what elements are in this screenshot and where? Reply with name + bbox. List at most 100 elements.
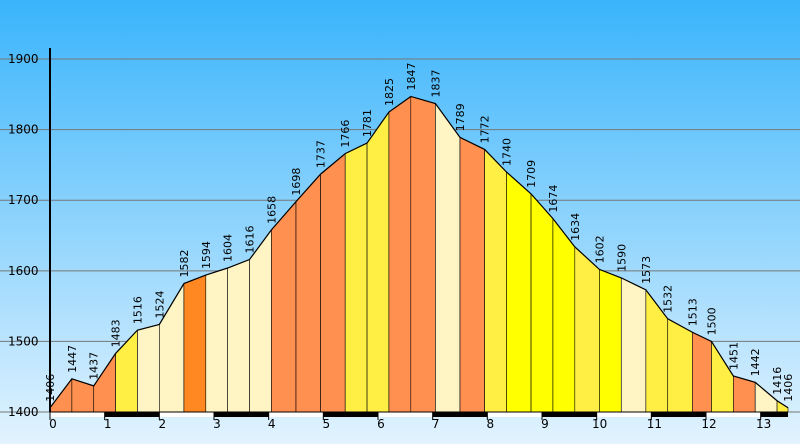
x-tick-label: 4 bbox=[268, 417, 276, 431]
elevation-bar bbox=[271, 200, 297, 413]
elevation-bar bbox=[620, 277, 647, 413]
scale-segment bbox=[760, 412, 788, 417]
scale-segment bbox=[542, 412, 597, 417]
scale-segment bbox=[104, 412, 160, 417]
data-label: 1483 bbox=[110, 319, 123, 347]
scale-segment bbox=[487, 412, 542, 417]
x-tick-label: 3 bbox=[213, 417, 221, 431]
data-label: 1524 bbox=[153, 290, 166, 318]
data-label: 1616 bbox=[244, 226, 257, 254]
elevation-bar bbox=[459, 136, 485, 413]
y-tick-label: 1500 bbox=[8, 334, 39, 348]
data-label: 1437 bbox=[88, 352, 101, 380]
data-label: 1781 bbox=[361, 109, 374, 137]
data-label: 1825 bbox=[383, 78, 396, 106]
elevation-bar bbox=[366, 111, 390, 413]
data-label: 1500 bbox=[705, 307, 718, 335]
data-label: 1698 bbox=[290, 168, 303, 196]
data-label: 1451 bbox=[727, 342, 740, 370]
data-label: 1406 bbox=[782, 374, 795, 402]
x-tick-label: 0 bbox=[49, 417, 57, 431]
scale-segment bbox=[378, 412, 433, 417]
scale-segment bbox=[50, 412, 105, 417]
axes bbox=[49, 48, 788, 420]
data-label: 1416 bbox=[771, 367, 784, 395]
elevation-bar bbox=[484, 148, 507, 413]
data-label: 1658 bbox=[265, 196, 278, 224]
data-label: 1674 bbox=[547, 185, 560, 213]
scale-segment bbox=[214, 412, 269, 417]
elevation-bar bbox=[667, 318, 693, 413]
data-labels: 1406 1447 1437 1483 1516 1524 1582 1594 1604 1616… bbox=[44, 62, 795, 401]
data-label: 1447 bbox=[66, 345, 79, 373]
elevation-bar bbox=[320, 153, 346, 413]
data-label: 1847 bbox=[405, 62, 418, 90]
scale-segment bbox=[268, 412, 324, 417]
elevation-bar bbox=[552, 217, 576, 413]
data-label: 1406 bbox=[44, 374, 57, 402]
scale-segment bbox=[432, 412, 488, 417]
x-tick-label: 1 bbox=[104, 417, 112, 431]
elevation-bar bbox=[599, 268, 622, 413]
elevation-bar bbox=[205, 267, 228, 413]
data-label: 1442 bbox=[749, 348, 762, 376]
elevation-bars bbox=[49, 95, 789, 413]
data-label: 1573 bbox=[640, 256, 653, 284]
data-label: 1837 bbox=[429, 70, 442, 98]
data-label: 1516 bbox=[131, 296, 144, 324]
elevation-bar bbox=[137, 324, 160, 413]
elevation-bar bbox=[344, 142, 368, 413]
x-tick-label: 9 bbox=[541, 417, 549, 431]
elevation-bar bbox=[227, 259, 250, 413]
elevation-bar bbox=[506, 171, 532, 413]
data-label: 1604 bbox=[222, 234, 235, 262]
data-label: 1602 bbox=[593, 235, 606, 263]
y-tick-labels: 1400 1500 1600 1700 1800 1900 bbox=[8, 52, 39, 419]
x-tick-label: 2 bbox=[159, 417, 167, 431]
y-tick-label: 1600 bbox=[8, 264, 39, 278]
distance-scale-bar bbox=[50, 412, 788, 417]
x-tick-label: 10 bbox=[592, 417, 607, 431]
profile-outline bbox=[49, 95, 789, 409]
x-tick-label: 6 bbox=[377, 417, 385, 431]
data-label: 1766 bbox=[339, 120, 352, 148]
x-tick-label: 11 bbox=[647, 417, 662, 431]
elevation-bar bbox=[295, 173, 321, 413]
x-tick-label: 13 bbox=[756, 417, 771, 431]
data-label: 1740 bbox=[500, 138, 513, 166]
data-label: 1513 bbox=[686, 298, 699, 326]
scale-segment bbox=[596, 412, 652, 417]
data-label: 1590 bbox=[615, 244, 628, 272]
data-label: 1789 bbox=[454, 103, 467, 131]
elevation-bar bbox=[410, 96, 436, 413]
data-label: 1737 bbox=[315, 140, 328, 168]
elevation-bar bbox=[530, 193, 554, 413]
data-label: 1634 bbox=[569, 213, 582, 241]
y-tick-label: 1400 bbox=[8, 405, 39, 419]
data-label: 1594 bbox=[200, 241, 213, 269]
data-label: 1772 bbox=[479, 115, 492, 143]
data-label: 1532 bbox=[662, 285, 675, 313]
y-tick-label: 1800 bbox=[8, 123, 39, 137]
scale-segment bbox=[323, 412, 378, 417]
elevation-bar bbox=[435, 102, 461, 413]
data-label: 1582 bbox=[178, 250, 191, 278]
x-tick-label: 5 bbox=[323, 417, 331, 431]
elevation-bar bbox=[692, 331, 712, 413]
elevation-bar bbox=[183, 274, 207, 413]
x-tick-labels: 0 1 2 3 4 5 6 7 8 9 10 11 12 13 bbox=[49, 417, 771, 431]
scale-segment bbox=[651, 412, 706, 417]
elevation-bar bbox=[574, 246, 600, 413]
elevation-bar bbox=[249, 228, 272, 413]
x-tick-label: 7 bbox=[432, 417, 440, 431]
scale-segment bbox=[159, 412, 214, 417]
scale-segment bbox=[706, 412, 761, 417]
x-tick-label: 8 bbox=[487, 417, 495, 431]
data-label: 1709 bbox=[525, 160, 538, 188]
elevation-bar bbox=[388, 95, 412, 413]
y-tick-label: 1900 bbox=[8, 52, 39, 66]
y-tick-label: 1700 bbox=[8, 193, 39, 207]
x-tick-label: 12 bbox=[701, 417, 716, 431]
